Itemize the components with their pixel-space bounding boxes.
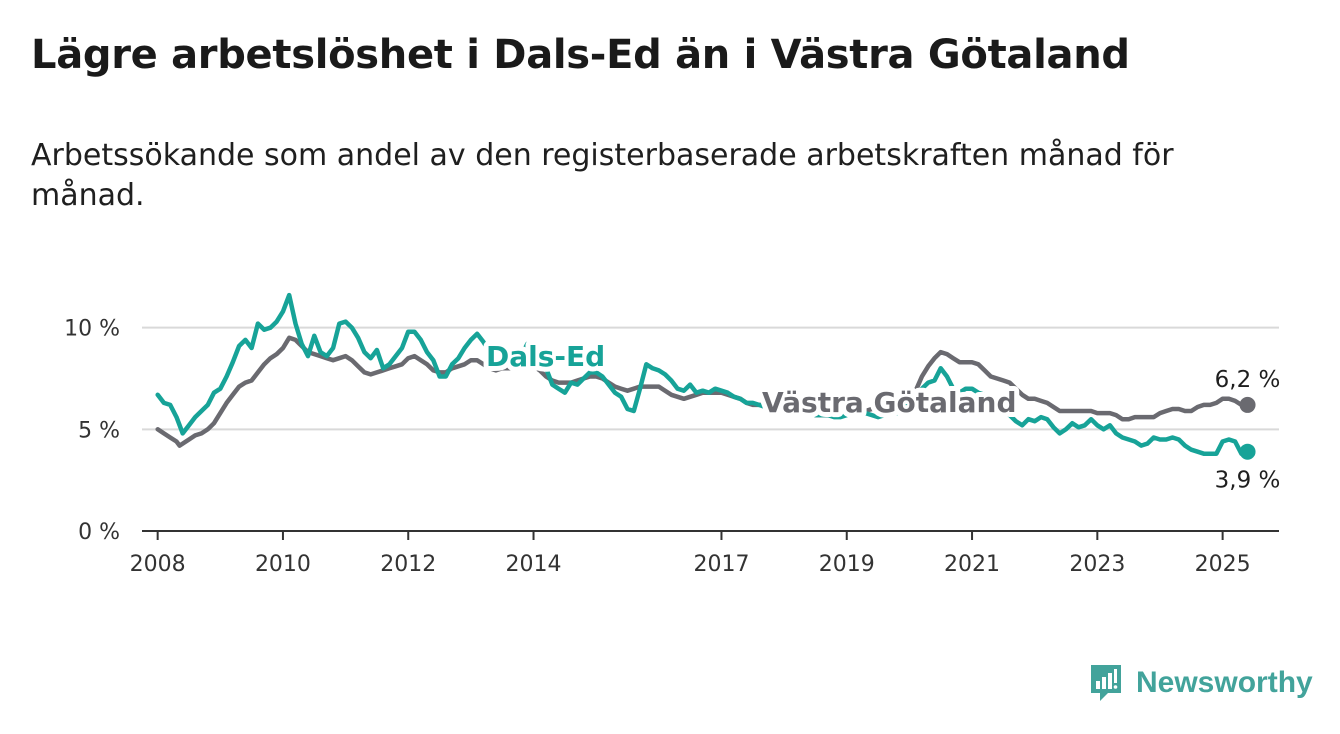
series-label-dals-ed: Dals-Ed: [486, 340, 605, 373]
chart-title: Lägre arbetslöshet i Dals-Ed än i Västra…: [31, 32, 1130, 78]
x-axis: 2008 2010 2012 2014 2017 2019 2021 2023 2025: [130, 530, 1279, 577]
newsworthy-logo-icon: [1091, 665, 1121, 701]
x-tick-label: 2023: [1069, 552, 1125, 577]
x-tick-label: 2012: [380, 552, 436, 577]
x-tick-label: 2021: [944, 552, 1000, 577]
end-value-vastra-gotaland: 6,2 %: [1215, 367, 1281, 393]
y-axis-ticks: 0 % 5 % 10 %: [64, 317, 120, 545]
x-tick-label: 2010: [255, 552, 311, 577]
series-labels: Dals-Ed Västra Götaland 6,2 % 3,9 %: [481, 335, 1281, 494]
x-tick-label: 2025: [1195, 552, 1251, 577]
x-tick-label: 2014: [506, 552, 562, 577]
y-tick-label: 0 %: [78, 520, 120, 545]
series-line-dals-ed: [155, 292, 1247, 456]
end-point-vastra-gotaland: [1239, 396, 1256, 413]
end-value-dals-ed: 3,9 %: [1215, 468, 1281, 494]
series-lines: [155, 292, 1256, 460]
grid-lines: [142, 326, 1279, 431]
brand-name: Newsworthy: [1136, 666, 1313, 699]
brand-logo[interactable]: Newsworthy: [1088, 661, 1313, 705]
y-tick-label: 10 %: [64, 317, 120, 342]
series-label-vastra-gotaland: Västra Götaland: [762, 386, 1017, 419]
x-tick-label: 2017: [693, 552, 749, 577]
end-point-dals-ed: [1239, 443, 1256, 460]
x-tick-label: 2008: [130, 552, 186, 577]
x-tick-label: 2019: [819, 552, 875, 577]
y-tick-label: 5 %: [78, 418, 120, 443]
chart-subtitle: Arbetssökande som andel av den registerb…: [31, 138, 1174, 213]
